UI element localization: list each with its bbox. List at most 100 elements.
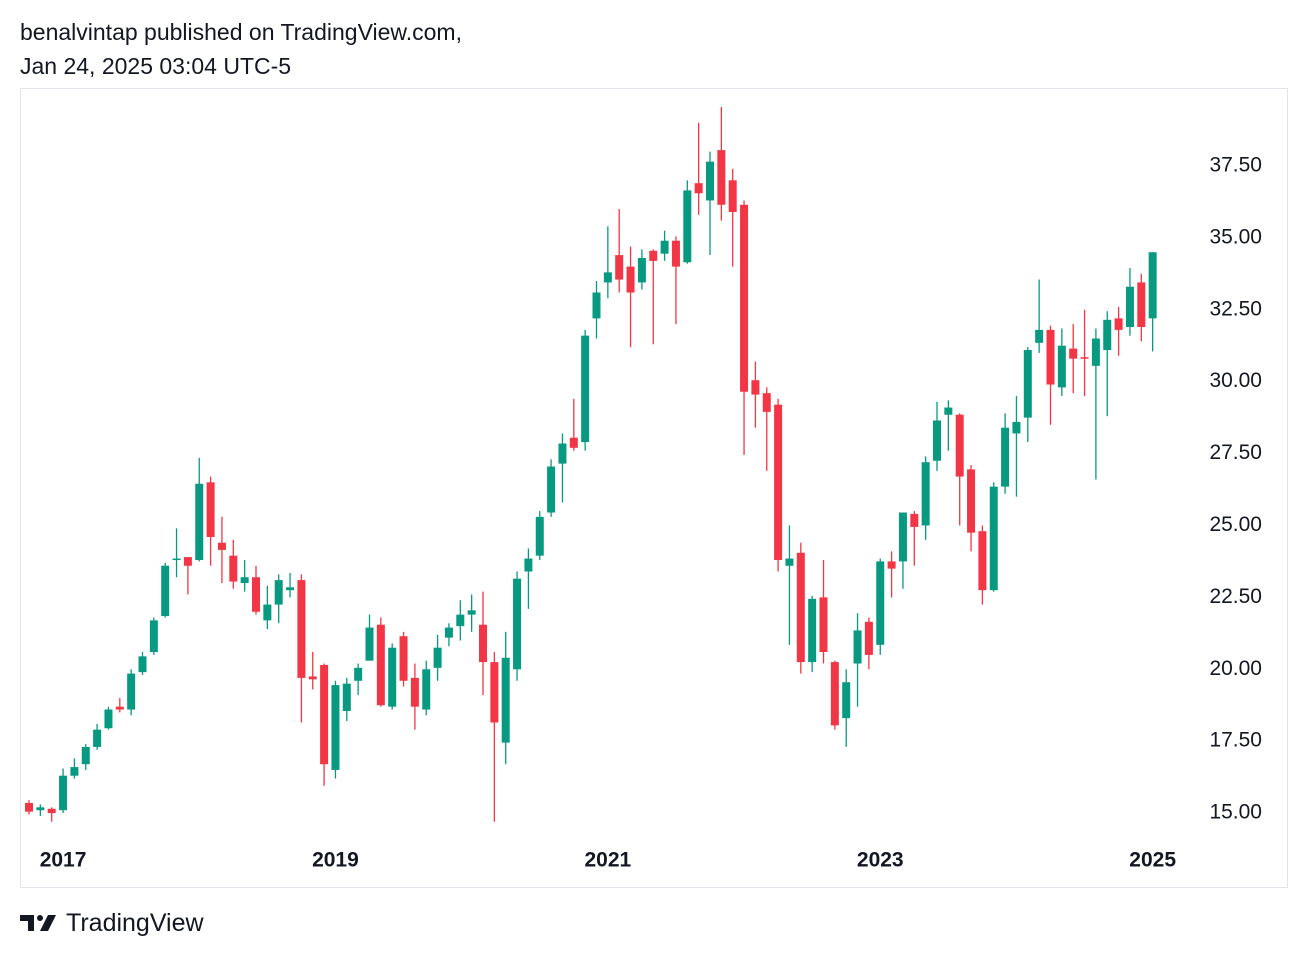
candle-body: [93, 729, 102, 747]
candle-body: [944, 407, 953, 415]
candle-body: [47, 808, 56, 814]
y-tick-label: 17.50: [1209, 729, 1262, 752]
candle-body: [286, 587, 295, 591]
candle-body: [1080, 357, 1089, 359]
candle-body: [796, 552, 805, 663]
candle-body: [1069, 348, 1078, 359]
candle-body: [569, 437, 578, 448]
candle-body: [1103, 319, 1112, 351]
candle-body: [649, 250, 658, 261]
y-tick-label: 35.00: [1209, 225, 1262, 248]
candle-body: [967, 469, 976, 533]
candle-body: [490, 662, 499, 723]
candle-body: [1148, 252, 1157, 319]
candle-body: [819, 597, 828, 653]
candle-body: [172, 558, 181, 561]
candle-body: [183, 557, 192, 566]
y-tick-label: 37.50: [1209, 153, 1262, 176]
candle-body: [456, 614, 465, 627]
candle-body: [297, 580, 306, 678]
candle-body: [762, 393, 771, 412]
candle-body: [694, 183, 703, 194]
candle-body: [252, 577, 260, 612]
candle-body: [1012, 421, 1021, 434]
publish-date: Jan 24, 2025 03:04 UTC-5: [20, 53, 292, 79]
candle-body: [558, 443, 567, 464]
x-tick-label: 2019: [312, 849, 359, 872]
candle-body: [910, 513, 919, 527]
candle-body: [774, 404, 783, 560]
candle-body: [354, 667, 363, 681]
candle-body: [1046, 329, 1055, 385]
chart: 15.00 17.50 20.00 22.50 25.00 27.50 30.00 32.50…: [20, 88, 1288, 888]
candle-body: [717, 150, 726, 205]
candle-body: [444, 627, 453, 638]
candle-body: [1023, 350, 1032, 418]
chart-frame: [20, 88, 1288, 888]
candle-body: [410, 677, 419, 707]
candle-body: [830, 662, 839, 726]
candle-body: [195, 483, 204, 560]
candle-body: [933, 420, 941, 461]
candle-body: [706, 161, 714, 201]
candle-body: [115, 706, 124, 710]
candle-body: [25, 803, 33, 812]
candle-body: [1001, 427, 1010, 487]
candle-body: [70, 767, 79, 776]
candle-body: [740, 204, 749, 392]
y-tick-label: 27.50: [1209, 441, 1262, 464]
candle-body: [263, 604, 272, 621]
candle-body: [592, 292, 601, 319]
candle-body: [320, 664, 329, 765]
publisher-line: benalvintap published on TradingView.com…: [20, 19, 462, 45]
candle-body: [535, 516, 544, 556]
candle-body: [501, 657, 510, 743]
candle-body: [342, 683, 351, 711]
candle-body: [876, 561, 885, 645]
candle-body: [422, 669, 431, 710]
candle-body: [59, 775, 68, 811]
candle-body: [581, 335, 590, 443]
brand-logo: [20, 915, 56, 931]
candle-body: [217, 542, 226, 550]
candle-body: [1057, 345, 1066, 388]
candle-body: [388, 647, 397, 707]
candle-body: [547, 466, 556, 513]
candle-body: [376, 624, 385, 706]
candle-body: [626, 266, 635, 293]
y-tick-label: 22.50: [1209, 585, 1262, 608]
candle-body: [728, 180, 737, 212]
candle-body: [637, 257, 646, 283]
candle-body: [331, 685, 340, 770]
candle-body: [751, 380, 760, 395]
candle-body: [308, 676, 317, 680]
candle-body: [683, 190, 692, 263]
y-tick-label: 25.00: [1209, 513, 1262, 536]
candle-body: [149, 620, 158, 653]
candle-body: [138, 656, 147, 673]
candle-body: [785, 558, 794, 566]
candle-body: [603, 272, 612, 283]
candle-body: [864, 621, 873, 655]
candle-body: [989, 486, 998, 591]
candle-body: [1091, 338, 1100, 366]
candle-body: [479, 624, 487, 663]
candle-body: [671, 240, 680, 267]
footer[interactable]: TradingView: [20, 908, 204, 938]
candle-body: [433, 647, 442, 668]
x-tick-label: 2025: [1129, 849, 1176, 872]
candle-body: [81, 746, 90, 765]
candle-body: [467, 610, 476, 615]
candle-body: [399, 636, 408, 681]
candle-body: [240, 577, 249, 583]
candle-body: [1125, 286, 1134, 328]
candle-body: [104, 709, 113, 729]
candle-body: [1137, 282, 1146, 328]
y-tick-label: 15.00: [1209, 801, 1262, 824]
y-tick-label: 20.00: [1209, 657, 1262, 680]
candle-body: [229, 555, 238, 582]
candle-body: [898, 512, 907, 562]
y-tick-label: 32.50: [1209, 297, 1262, 320]
candle-body: [1114, 318, 1123, 330]
